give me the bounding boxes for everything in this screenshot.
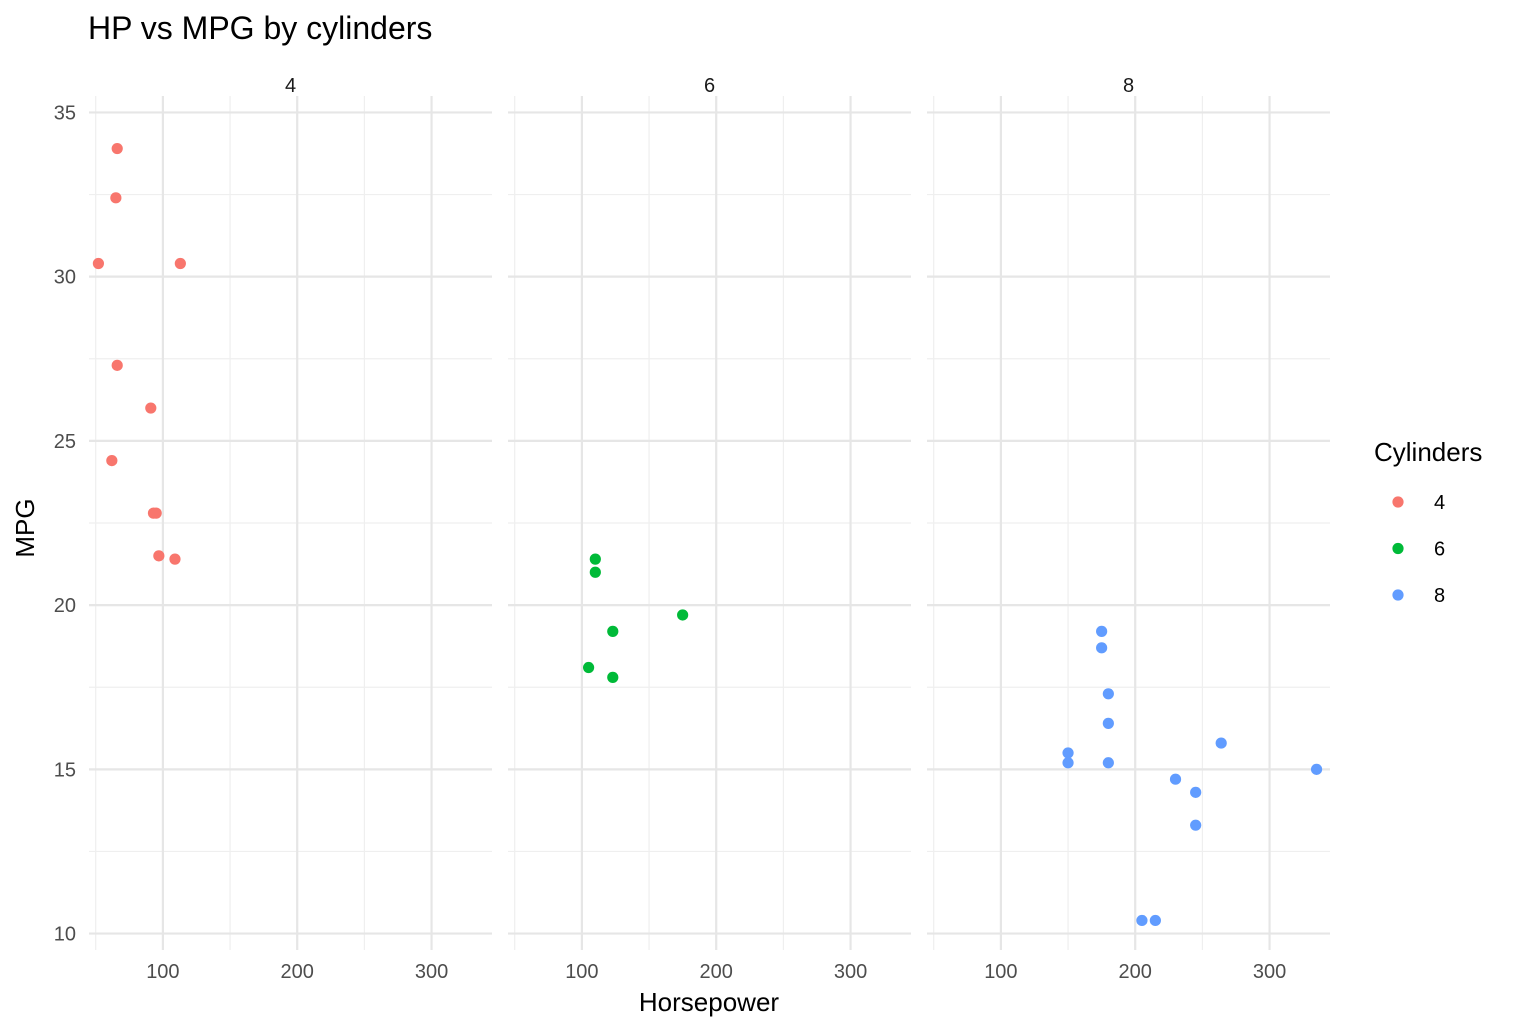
facet-panels: 4 100 200 300 6 100 200 300 8 100 200 300 10 15 20 25 30…	[54, 75, 1330, 983]
data-point	[1136, 914, 1148, 927]
x-tick-label: 300	[415, 961, 448, 983]
data-point	[1096, 642, 1108, 654]
facet-panel-4: 4 100 200 300	[89, 75, 492, 983]
data-point	[607, 671, 619, 683]
data-point	[1062, 747, 1074, 759]
facet-label-4: 4	[285, 75, 296, 97]
y-axis-title: MPG	[10, 498, 40, 557]
data-point	[1102, 688, 1114, 700]
data-point	[1149, 914, 1161, 927]
data-point	[145, 402, 157, 414]
x-tick-label: 100	[984, 961, 1017, 983]
x-tick-label: 100	[146, 961, 179, 983]
x-axis-title: Horsepower	[639, 987, 780, 1017]
x-tick-label: 100	[565, 961, 598, 983]
x-tick-label: 200	[281, 961, 314, 983]
facet-panel-6: 6 100 200 300	[508, 75, 911, 983]
data-point	[174, 257, 186, 270]
data-point	[583, 661, 595, 674]
data-point	[1096, 625, 1108, 637]
x-tick-label: 200	[700, 961, 733, 983]
data-point	[1310, 763, 1323, 775]
y-tick-label: 10	[54, 924, 76, 946]
legend-label-8: 8	[1434, 585, 1445, 607]
legend-label-6: 6	[1434, 539, 1445, 561]
y-tick-label: 20	[54, 595, 76, 617]
data-point	[589, 566, 601, 578]
data-point	[1169, 773, 1182, 785]
data-point	[1102, 757, 1114, 769]
data-point	[1215, 737, 1227, 749]
y-tick-label: 35	[54, 102, 76, 124]
data-point	[1190, 819, 1202, 831]
data-point	[1102, 717, 1114, 729]
data-point	[1062, 757, 1074, 769]
y-tick-label: 25	[54, 431, 76, 453]
legend-label-4: 4	[1434, 492, 1445, 514]
facet-label-8: 8	[1123, 75, 1134, 97]
data-point	[106, 454, 118, 467]
x-tick-label: 200	[1119, 961, 1152, 983]
chart-title: HP vs MPG by cylinders	[88, 10, 432, 46]
facet-label-6: 6	[704, 75, 715, 97]
x-tick-label: 300	[1253, 961, 1286, 983]
legend-items: 4 6 8	[1392, 492, 1445, 607]
legend-key-4	[1392, 496, 1404, 508]
data-point	[677, 609, 689, 621]
legend-key-6	[1392, 542, 1404, 555]
legend-key-8	[1392, 589, 1404, 601]
data-point	[111, 359, 123, 371]
data-point	[607, 625, 619, 637]
y-tick-label: 15	[54, 759, 76, 781]
legend-title: Cylinders	[1374, 437, 1482, 467]
data-point	[153, 550, 165, 562]
legend: Cylinders 4 6 8	[1374, 437, 1482, 607]
data-point	[169, 553, 181, 565]
data-point	[110, 192, 122, 204]
x-tick-label: 300	[834, 961, 867, 983]
data-point	[111, 142, 123, 155]
y-tick-label: 30	[54, 267, 76, 289]
data-point	[92, 257, 105, 270]
facet-panel-8: 8 100 200 300	[927, 75, 1330, 983]
data-point	[1190, 786, 1202, 798]
data-point	[589, 553, 601, 565]
data-point	[150, 507, 162, 519]
